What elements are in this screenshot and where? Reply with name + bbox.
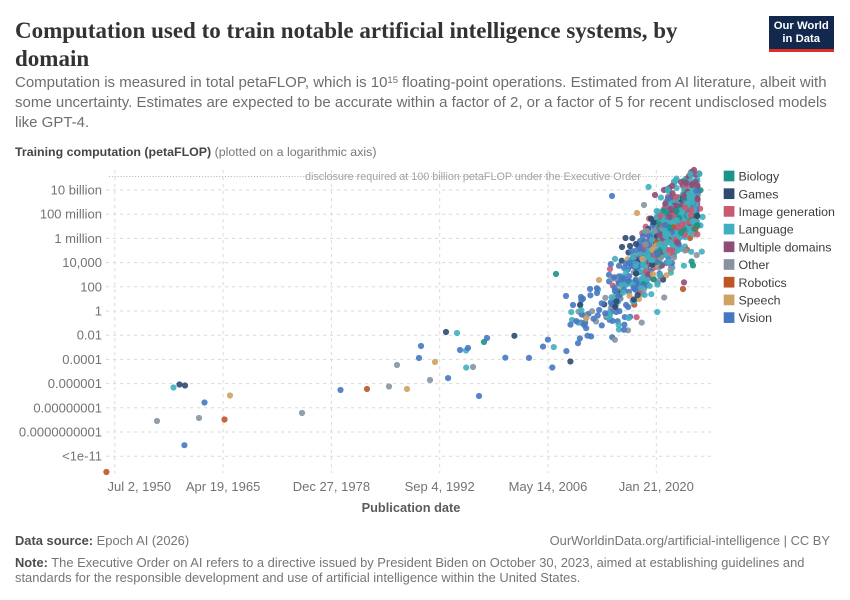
svg-text:0.0000000001: 0.0000000001	[19, 425, 102, 440]
svg-text:0.01: 0.01	[77, 328, 102, 343]
svg-text:May 14, 2006: May 14, 2006	[509, 479, 588, 494]
svg-text:0.0001: 0.0001	[62, 352, 102, 367]
svg-text:Jan 21, 2020: Jan 21, 2020	[619, 479, 694, 494]
svg-text:<1e-11: <1e-11	[62, 449, 102, 464]
svg-text:Dec 27, 1978: Dec 27, 1978	[293, 479, 370, 494]
svg-text:Multiple domains: Multiple domains	[739, 240, 832, 254]
svg-text:100: 100	[80, 279, 102, 294]
svg-text:Biology: Biology	[739, 170, 780, 184]
svg-text:Vision: Vision	[739, 311, 773, 325]
svg-text:10,000: 10,000	[62, 255, 102, 270]
svg-text:Sep 4, 1992: Sep 4, 1992	[405, 479, 475, 494]
svg-text:Other: Other	[739, 258, 770, 272]
svg-text:100 million: 100 million	[40, 207, 102, 222]
svg-text:0.00000001: 0.00000001	[33, 400, 102, 415]
svg-text:Apr 19, 1965: Apr 19, 1965	[186, 479, 260, 494]
svg-text:Speech: Speech	[739, 294, 781, 308]
svg-text:Jul 2, 1950: Jul 2, 1950	[107, 479, 171, 494]
svg-text:Robotics: Robotics	[739, 276, 787, 290]
svg-text:10 billion: 10 billion	[51, 183, 102, 198]
svg-text:disclosure required at 100 bil: disclosure required at 100 billion petaF…	[305, 171, 641, 183]
svg-text:Image generation: Image generation	[739, 205, 836, 219]
svg-text:Publication date: Publication date	[362, 500, 461, 515]
svg-text:0.000001: 0.000001	[48, 376, 102, 391]
svg-text:Games: Games	[739, 187, 779, 201]
svg-text:Language: Language	[739, 223, 794, 237]
svg-text:1: 1	[95, 304, 102, 319]
svg-text:1 million: 1 million	[54, 231, 102, 246]
